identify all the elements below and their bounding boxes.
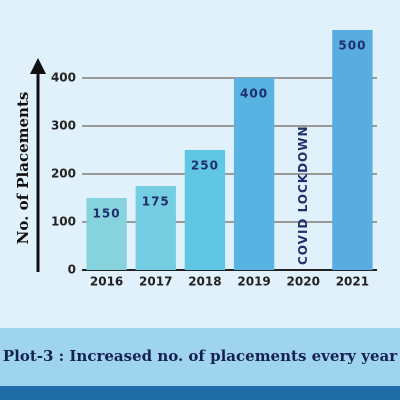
- bar: [86, 198, 127, 270]
- x-tick-label: 2019: [237, 275, 270, 289]
- y-tick-label: 100: [51, 215, 76, 229]
- x-tick-label: 2017: [139, 275, 172, 289]
- footer-strip: [0, 386, 400, 400]
- bar: [135, 186, 176, 270]
- annotation: COVID LOCKDOWN: [296, 125, 310, 265]
- value-label: 150: [93, 207, 121, 221]
- y-tick-label: 0: [68, 263, 76, 277]
- value-label: 500: [338, 39, 366, 53]
- y-tick-label: 400: [51, 71, 76, 85]
- value-label: 400: [240, 87, 268, 101]
- y-tick-label: 300: [51, 119, 76, 133]
- x-tick-label: 2021: [336, 275, 369, 289]
- value-label: 250: [191, 159, 219, 173]
- y-arrowhead: [30, 58, 46, 74]
- caption-band: [0, 328, 400, 386]
- x-tick-label: 2020: [287, 275, 320, 289]
- y-tick-label: 200: [51, 167, 76, 181]
- chart-title: Plot-3 : Increased no. of placements eve…: [3, 347, 398, 365]
- bar: [184, 150, 226, 270]
- bar: [332, 30, 373, 270]
- y-axis-label: No. of Placements: [14, 92, 32, 245]
- x-tick-label: 2018: [188, 275, 221, 289]
- bar: [233, 78, 275, 270]
- value-label: 175: [142, 195, 170, 209]
- x-tick-label: 2016: [90, 275, 123, 289]
